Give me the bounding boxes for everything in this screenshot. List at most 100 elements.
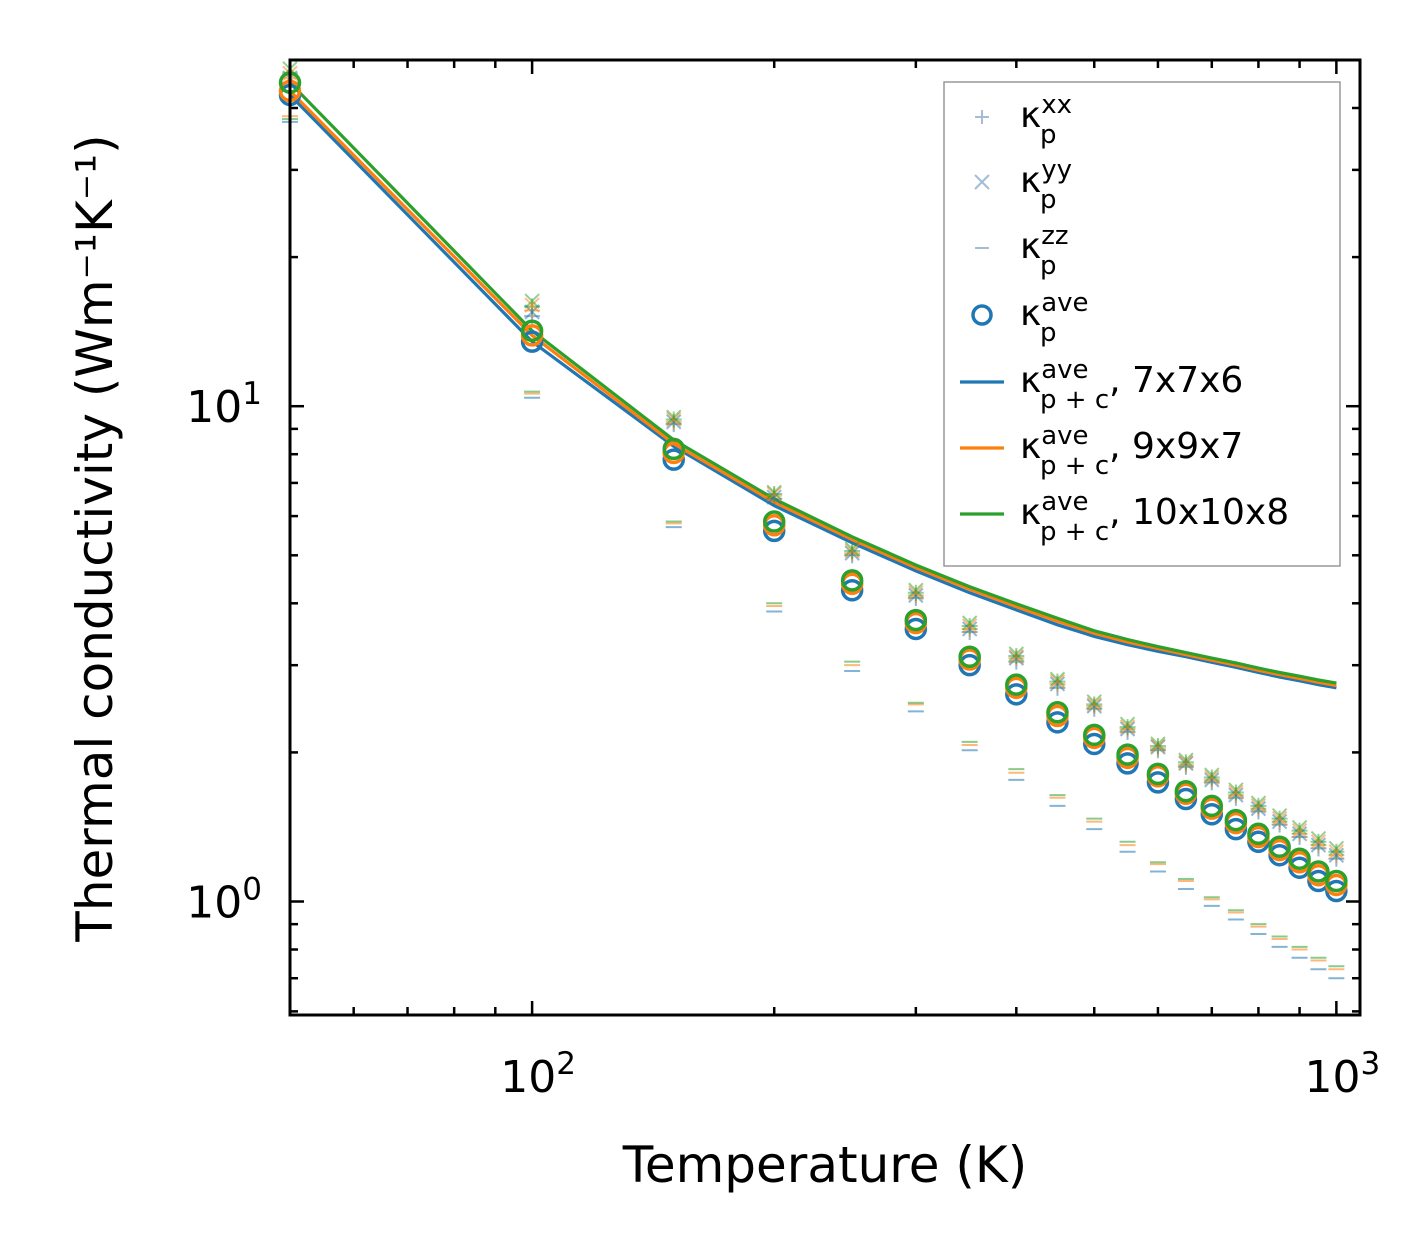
kyy-mark-b <box>766 484 782 501</box>
kyy-point-7x7x6 <box>1049 676 1066 692</box>
kyy-point-10x10x8 <box>1086 694 1102 710</box>
legend-label: κave p + c, 7x7x6 <box>1020 355 1243 415</box>
kyy-point-10x10x8 <box>1119 716 1136 732</box>
kyy-point-7x7x6 <box>1250 800 1267 817</box>
kyy-point-10x10x8 <box>1049 671 1066 687</box>
kyy-mark-b <box>1119 721 1136 737</box>
kyy-point-10x10x8 <box>1291 819 1308 836</box>
kyy-mark-b <box>908 587 924 604</box>
kyy-mark-b <box>1008 649 1025 665</box>
kyy-mark-b <box>1310 834 1327 850</box>
kyy-mark-b <box>844 541 860 557</box>
kyy-mark-b <box>1328 840 1345 857</box>
kyy-point-7x7x6 <box>1310 837 1327 853</box>
kave-point-10x10x8 <box>1046 701 1069 724</box>
kyy-mark-b <box>1119 719 1136 735</box>
kyy-point-10x10x8 <box>1310 830 1327 847</box>
kyy-point-7x7x6 <box>1228 787 1244 803</box>
kyy-mark-b <box>524 304 540 320</box>
kyy-mark-b <box>1250 795 1267 811</box>
kyy-point-7x7x6 <box>666 414 682 430</box>
legend-marker-x-b <box>974 174 990 190</box>
legend-box <box>943 81 1341 567</box>
kyy-mark-b <box>1049 671 1066 687</box>
kave-point-7x7x6 <box>1083 732 1106 756</box>
kave-point-7x7x6 <box>1224 817 1248 841</box>
kyy-point-9x9x7 <box>1291 822 1308 839</box>
kyy-mark-b <box>961 618 978 634</box>
legend-label: κyy p <box>1020 155 1072 215</box>
kyy-point-9x9x7 <box>908 585 924 601</box>
kave-point-10x10x8 <box>1268 835 1291 858</box>
kyy-point-10x10x8 <box>1328 840 1345 857</box>
kyy-point-7x7x6 <box>961 621 978 637</box>
kyy-mark-b <box>1204 767 1220 783</box>
kyy-point-10x10x8 <box>1150 736 1166 752</box>
kyy-mark-b <box>961 615 978 631</box>
kyy-point-9x9x7 <box>1204 769 1220 786</box>
kyy-mark-b <box>1086 696 1102 713</box>
kave-point-10x10x8 <box>1247 822 1270 846</box>
kave-point-10x10x8 <box>1116 743 1139 766</box>
kyy-mark-b <box>1119 716 1136 732</box>
kave-point-10x10x8 <box>1325 869 1348 893</box>
kyy-point-10x10x8 <box>666 409 682 425</box>
kyy-mark-b <box>1178 752 1194 768</box>
kyy-mark-b <box>1291 819 1308 836</box>
kyy-point-7x7x6 <box>1291 826 1308 842</box>
kyy-mark-b <box>766 489 782 505</box>
kyy-point-7x7x6 <box>524 304 540 320</box>
kyy-point-9x9x7 <box>1310 834 1327 850</box>
kyy-point-9x9x7 <box>1049 673 1066 690</box>
kyy-point-9x9x7 <box>1271 810 1288 827</box>
x-tick-label: 103 <box>1305 1046 1381 1103</box>
series-line-9x9x7 <box>288 89 1337 688</box>
kyy-mark-b <box>666 409 682 425</box>
kyy-point-9x9x7 <box>766 486 782 502</box>
y-tick-label: 100 <box>186 872 262 929</box>
legend-label: κave p + c, 10x10x8 <box>1020 487 1289 547</box>
kyy-mark-b <box>1291 822 1308 839</box>
kyy-mark-b <box>1086 698 1102 714</box>
kave-point-10x10x8 <box>520 319 544 343</box>
kave-point-10x10x8 <box>840 569 864 592</box>
kave-point-10x10x8 <box>762 510 786 533</box>
kyy-mark-b <box>1049 673 1066 690</box>
kave-point-10x10x8 <box>904 608 928 632</box>
kave-point-7x7x6 <box>1005 683 1028 706</box>
kave-point-10x10x8 <box>1146 762 1170 786</box>
kyy-point-9x9x7 <box>1328 844 1345 860</box>
kyy-point-9x9x7 <box>1178 754 1194 771</box>
kyy-point-10x10x8 <box>1178 752 1194 768</box>
kyy-point-10x10x8 <box>961 615 978 631</box>
kyy-mark-b <box>1086 694 1102 710</box>
kave-point-7x7x6 <box>1146 771 1170 794</box>
kyy-mark-b <box>1271 810 1288 827</box>
kyy-mark-b <box>1328 847 1345 863</box>
kyy-point-7x7x6 <box>1204 772 1220 788</box>
kave-point-7x7x6 <box>520 330 544 353</box>
kyy-point-10x10x8 <box>766 484 782 501</box>
kyy-mark-b <box>1271 808 1288 824</box>
kyy-mark-b <box>908 582 924 598</box>
kyy-point-10x10x8 <box>1271 808 1288 824</box>
plot-frame <box>288 58 1362 1017</box>
kyy-point-10x10x8 <box>524 293 540 309</box>
kyy-mark-b <box>1291 826 1308 842</box>
kyy-mark-b <box>1250 798 1267 814</box>
kave-point-10x10x8 <box>1083 723 1106 747</box>
kyy-point-10x10x8 <box>1008 646 1025 662</box>
kyy-point-7x7x6 <box>766 489 782 505</box>
kave-point-10x10x8 <box>1005 673 1028 696</box>
kave-point-7x7x6 <box>1046 711 1069 734</box>
kyy-mark-b <box>1008 646 1025 662</box>
kyy-mark-b <box>908 585 924 601</box>
kyy-mark-b <box>1328 844 1345 860</box>
kyy-mark-b <box>1310 830 1327 847</box>
kyy-point-7x7x6 <box>908 587 924 604</box>
kyy-mark-b <box>666 411 682 428</box>
kyy-mark-b <box>1178 754 1194 771</box>
kyy-mark-b <box>1228 787 1244 803</box>
legend-marker-circle <box>971 304 993 326</box>
